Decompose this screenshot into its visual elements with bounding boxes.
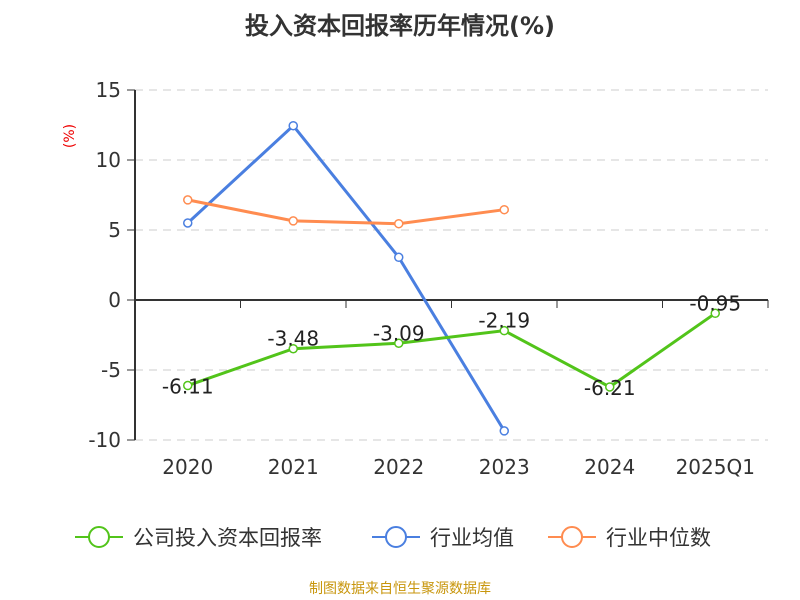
data-point [183,195,193,205]
y-tick-label: 5 [108,218,121,242]
data-label: -2.19 [478,309,530,333]
data-point [288,120,298,131]
data-point [394,252,404,263]
data-point [499,325,509,336]
legend-label: 行业均值 [430,526,514,550]
y-tick-label: 15 [96,78,121,102]
y-tick-label: 10 [96,148,121,172]
data-point [710,308,720,319]
data-point [183,218,193,228]
data-point [499,204,509,215]
y-tick-label: -5 [101,358,121,382]
data-point [183,380,193,391]
series-line [187,312,717,389]
series-line [187,198,505,226]
data-label: -3.48 [267,327,319,351]
data-point [288,216,298,226]
chart-title: 投入资本回报率历年情况(%) [245,12,555,40]
y-tick-label: -10 [88,428,121,452]
series-line [186,123,506,432]
x-tick-label: 2021 [268,455,319,479]
legend-marker [385,526,407,548]
x-tick-label: 2024 [584,455,635,479]
y-tick-label: 0 [108,288,121,312]
legend-label: 行业中位数 [606,526,711,550]
x-tick-label: 2023 [479,455,530,479]
data-label: -6.21 [584,376,636,400]
data-point [394,338,404,349]
source-note: 制图数据来自恒生聚源数据库 [309,581,491,597]
data-label: -0.95 [689,291,741,315]
data-label: -3.09 [373,321,425,345]
data-label: -6.11 [162,375,214,399]
legend-marker [561,526,583,548]
x-tick-label: 2025Q1 [676,455,755,479]
data-point [499,426,509,436]
data-point [605,382,615,392]
legend-label: 公司投入资本回报率 [133,526,322,550]
data-point [394,218,404,229]
x-tick-label: 2020 [162,455,213,479]
data-point [288,343,298,354]
legend-marker [88,526,110,548]
x-tick-label: 2022 [373,455,424,479]
